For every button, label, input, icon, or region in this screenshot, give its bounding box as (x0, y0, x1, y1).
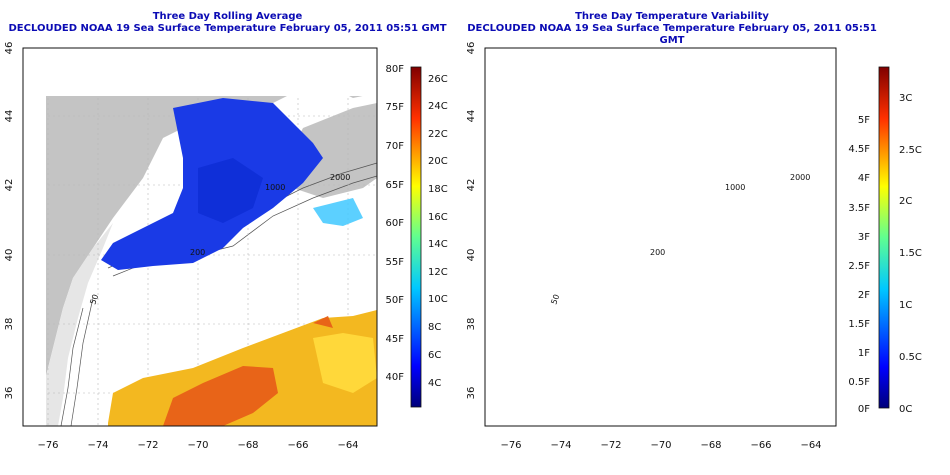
right-y-tick: 40 (466, 249, 477, 262)
right-colorbar-f-label: 2.5F (848, 261, 870, 272)
right-x-tick: −72 (600, 440, 621, 451)
left-colorbar-c-label: 18C (428, 184, 448, 195)
right-title-line2: DECLOUDED NOAA 19 Sea Surface Temperatur… (467, 23, 877, 46)
left-colorbar-f-label: 65F (386, 180, 405, 191)
left-colorbar-c-label: 24C (428, 101, 448, 112)
right-colorbar-c-label: 0.5C (899, 352, 922, 363)
left-colorbar-c-label: 16C (428, 212, 448, 223)
right-colorbar-c-label: 3C (899, 93, 912, 104)
left-x-tick: −68 (237, 440, 258, 451)
left-y-tick: 40 (4, 249, 15, 262)
left-colorbar-f-label: 75F (386, 102, 405, 113)
left-colorbar-c-label: 12C (428, 267, 448, 278)
right-y-tick: 38 (466, 318, 477, 331)
left-title-line1: Three Day Rolling Average (152, 11, 303, 22)
left-map-title: Three Day Rolling Average DECLOUDED NOAA… (0, 11, 455, 35)
right-colorbar-f-label: 3F (858, 232, 870, 243)
left-title-line2: DECLOUDED NOAA 19 Sea Surface Temperatur… (8, 23, 447, 34)
right-x-tick: −66 (750, 440, 771, 451)
left-map: 200 1000 2000 50 (22, 47, 378, 427)
left-colorbar-c-label: 26C (428, 74, 448, 85)
left-x-tick: −66 (287, 440, 308, 451)
left-colorbar-f-label: 55F (386, 257, 405, 268)
right-x-tick: −68 (700, 440, 721, 451)
left-x-tick: −74 (87, 440, 108, 451)
right-y-tick: 36 (466, 387, 477, 400)
left-colorbar-c-label: 4C (428, 378, 441, 389)
right-y-tick: 44 (466, 110, 477, 123)
left-colorbar-c-label: 22C (428, 129, 448, 140)
right-colorbar: 5F 4.5F 4F 3.5F 3F 2.5F 2F 1.5F 1F 0.5F … (848, 66, 922, 415)
right-x-tick: −74 (550, 440, 571, 451)
right-colorbar-f-label: 2F (858, 290, 870, 301)
left-colorbar-c-label: 20C (428, 156, 448, 167)
right-colorbar-c-label: 1.5C (899, 248, 922, 259)
left-colorbar-f-label: 60F (386, 218, 405, 229)
left-contour-label-1000: 1000 (265, 183, 285, 192)
left-y-tick: 42 (4, 179, 15, 192)
left-y-tick: 36 (4, 387, 15, 400)
right-x-tick: −70 (650, 440, 671, 451)
right-colorbar-f-label: 1F (858, 348, 870, 359)
right-contour-label-2000: 2000 (790, 173, 810, 182)
left-x-tick: −70 (187, 440, 208, 451)
left-contour-label-50: 50 (88, 293, 100, 306)
left-colorbar-f-label: 40F (386, 372, 405, 383)
right-colorbar-f-label: 0F (858, 404, 870, 415)
right-y-tick: 42 (466, 179, 477, 192)
right-map-title: Three Day Temperature Variability DECLOU… (462, 11, 882, 47)
left-colorbar-f-label: 50F (386, 295, 405, 306)
right-y-axis: 36 38 40 42 44 46 (466, 42, 477, 400)
right-colorbar-c-label: 1C (899, 300, 912, 311)
right-x-tick: −64 (800, 440, 821, 451)
right-colorbar-f-label: 1.5F (848, 319, 870, 330)
left-contour-label-2000: 2000 (330, 173, 350, 182)
left-colorbar-f-label: 80F (386, 64, 405, 75)
right-contour-label-50: 50 (549, 293, 561, 306)
right-x-axis: −76 −74 −72 −70 −68 −66 −64 (500, 440, 821, 451)
right-colorbar-f-label: 4F (858, 173, 870, 184)
left-x-axis: −76 −74 −72 −70 −68 −66 −64 (37, 440, 358, 451)
left-y-axis: 36 38 40 42 44 46 (4, 42, 15, 400)
left-x-tick: −72 (137, 440, 158, 451)
left-colorbar-c-label: 10C (428, 294, 448, 305)
left-y-tick: 38 (4, 318, 15, 331)
right-map: 200 1000 2000 50 (484, 47, 837, 427)
left-colorbar-f-label: 45F (386, 334, 405, 345)
left-colorbar-c-label: 14C (428, 239, 448, 250)
left-colorbar: 80F 75F 70F 65F 60F 55F 50F 45F 40F 26C … (386, 64, 448, 408)
left-y-tick: 44 (4, 110, 15, 123)
left-y-tick: 46 (4, 42, 15, 55)
left-colorbar-f-label: 70F (386, 141, 405, 152)
right-title-line1: Three Day Temperature Variability (575, 11, 769, 22)
left-x-tick: −64 (337, 440, 358, 451)
right-x-tick: −76 (500, 440, 521, 451)
right-y-tick: 46 (466, 42, 477, 55)
left-contour-label-200: 200 (190, 248, 205, 257)
right-colorbar-f-label: 3.5F (848, 203, 870, 214)
right-colorbar-c-label: 0C (899, 404, 912, 415)
right-colorbar-c-label: 2C (899, 196, 912, 207)
left-colorbar-c-label: 6C (428, 350, 441, 361)
right-colorbar-f-label: 4.5F (848, 144, 870, 155)
right-colorbar-c-label: 2.5C (899, 145, 922, 156)
right-colorbar-f-label: 5F (858, 115, 870, 126)
right-contour-label-200: 200 (650, 248, 665, 257)
right-colorbar-f-label: 0.5F (848, 377, 870, 388)
left-colorbar-c-label: 8C (428, 322, 441, 333)
left-x-tick: −76 (37, 440, 58, 451)
right-contour-label-1000: 1000 (725, 183, 745, 192)
